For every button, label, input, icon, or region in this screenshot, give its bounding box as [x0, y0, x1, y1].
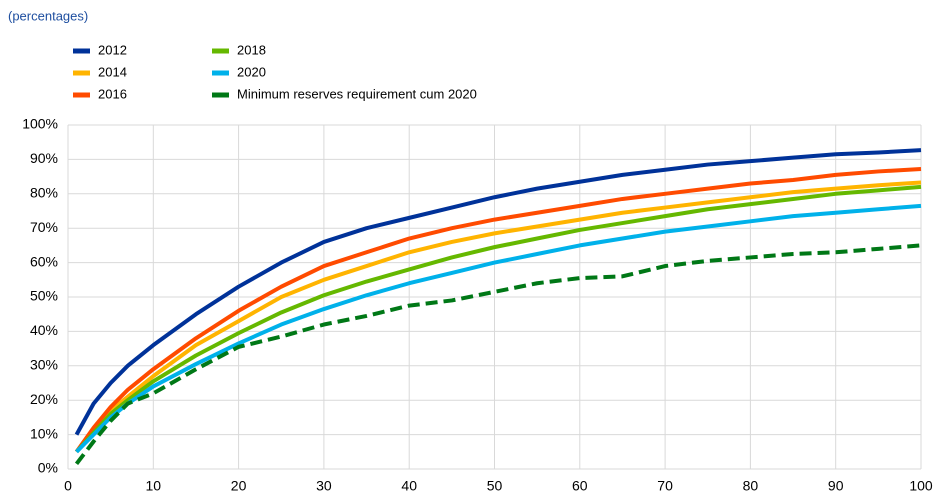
x-tick-label: 30 — [316, 478, 332, 494]
x-tick-label: 70 — [657, 478, 673, 494]
y-tick-label: 70% — [30, 219, 58, 235]
x-tick-label: 100 — [909, 478, 933, 494]
line — [74, 148, 922, 436]
y-tick-label: 30% — [30, 357, 58, 373]
line — [74, 243, 922, 466]
y-tick-label: 20% — [30, 391, 58, 407]
y-tick-label: 100% — [22, 116, 58, 132]
x-tick-label: 80 — [743, 478, 759, 494]
legend-label: 2012 — [98, 42, 127, 57]
y-tick-label: 10% — [30, 425, 58, 441]
line — [74, 167, 922, 453]
x-tick-label: 10 — [146, 478, 162, 494]
line — [75, 203, 922, 454]
x-tick-label: 50 — [487, 478, 503, 494]
y-tick-label: 50% — [30, 288, 58, 304]
x-tick-label: 60 — [572, 478, 588, 494]
legend-label: 2014 — [98, 64, 127, 79]
legend-label: 2016 — [98, 86, 127, 101]
x-tick-label: 20 — [231, 478, 247, 494]
x-tick-label: 90 — [828, 478, 844, 494]
y-tick-label: 0% — [38, 460, 58, 476]
y-tick-label: 40% — [30, 322, 58, 338]
y-tick-label: 60% — [30, 253, 58, 269]
y-tick-label: 90% — [30, 150, 58, 166]
chart-subtitle: (percentages) — [8, 8, 88, 23]
x-tick-label: 40 — [401, 478, 417, 494]
legend-label: Minimum reserves requirement cum 2020 — [237, 86, 477, 101]
y-tick-label: 80% — [30, 185, 58, 201]
line — [75, 184, 922, 454]
line — [74, 180, 922, 454]
legend-label: 2018 — [237, 42, 266, 57]
legend-label: 2020 — [237, 64, 266, 79]
x-tick-label: 0 — [64, 478, 72, 494]
